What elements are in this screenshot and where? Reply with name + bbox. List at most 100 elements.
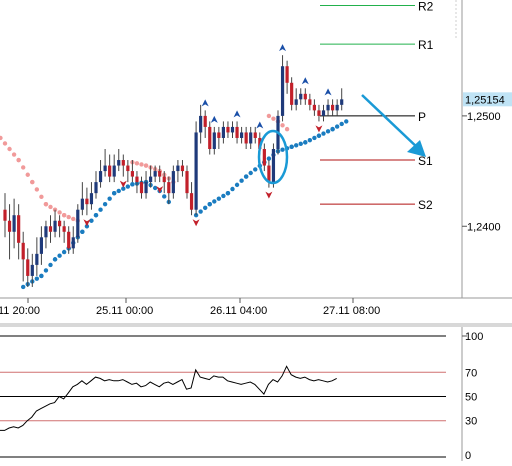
supertrend-dot [125, 184, 131, 189]
supertrend-dot [334, 124, 340, 129]
candle-body [7, 220, 12, 232]
candle-body [76, 209, 80, 238]
x-tick-label: 26.11 04:00 [210, 305, 267, 317]
supertrend-dot [43, 268, 49, 273]
candle-body [208, 126, 212, 149]
candle-body [44, 226, 48, 238]
candle-body [158, 171, 162, 177]
candle-body [189, 193, 194, 210]
candle-body [35, 253, 39, 265]
annotation-ellipse [257, 129, 289, 185]
supertrend-dot [21, 284, 26, 290]
fractal-up-arrow [256, 121, 264, 129]
y-tick-label: 1,2400 [467, 221, 501, 233]
candle-body [294, 99, 298, 105]
supertrend-dot [316, 133, 322, 138]
candle-body [226, 126, 230, 133]
candle-body [98, 171, 103, 183]
supertrend-dot [216, 196, 222, 201]
supertrend-dot [152, 185, 158, 191]
supertrend-dot [289, 144, 294, 149]
supertrend-dot [21, 165, 26, 170]
pivot-level-label: S2 [418, 198, 433, 212]
candle-body [26, 259, 30, 276]
supertrend-dot [139, 162, 144, 167]
x-tick-label: 27.11 08:00 [323, 305, 380, 317]
candle-body [194, 132, 198, 210]
candle-body [321, 110, 326, 116]
candle-body [290, 82, 294, 105]
pivot-level-label: P [418, 110, 426, 124]
x-tick-label: 11 20:00 [0, 305, 40, 317]
candle-body [112, 165, 116, 177]
supertrend-dot [57, 253, 62, 258]
annotation-arrow-line [361, 94, 421, 151]
supertrend-dot [307, 137, 313, 143]
supertrend-dot [39, 194, 44, 200]
candle-body [39, 237, 43, 254]
fractal-up-arrow [324, 88, 332, 96]
candle-body [262, 149, 266, 166]
supertrend-dot [266, 156, 272, 161]
supertrend-dot [116, 188, 121, 194]
candle-body [240, 132, 244, 138]
supertrend-dot [225, 190, 231, 196]
candle-body [17, 215, 21, 243]
supertrend-dot [280, 147, 285, 152]
candle-body [171, 171, 175, 194]
supertrend-dot [48, 262, 53, 268]
candle-body [53, 220, 57, 232]
supertrend-dot [162, 194, 167, 199]
fractal-down-arrow [192, 219, 200, 227]
supertrend-dot [321, 131, 326, 136]
current-price-tag [463, 92, 512, 107]
candle-body [48, 226, 53, 232]
supertrend-dot [61, 249, 67, 255]
candle-body [126, 165, 130, 172]
candle-body [3, 209, 7, 221]
supertrend-dot [298, 141, 303, 147]
candle-body [162, 176, 166, 183]
candle-body [30, 264, 34, 276]
candle-body [139, 182, 144, 194]
candle-body [130, 171, 134, 177]
candle-body [271, 149, 276, 183]
candle-body [267, 165, 271, 183]
candle-body [303, 93, 307, 100]
candle-body [249, 132, 253, 144]
oscillator-line [0, 365, 337, 431]
supertrend-dot [52, 257, 58, 262]
fractal-up-arrow [301, 77, 309, 85]
x-tick-label: 25.11 00:00 [96, 305, 153, 317]
candle-body [317, 110, 321, 116]
supertrend-dot [61, 213, 67, 218]
panel-separator [0, 323, 512, 327]
supertrend-dot [294, 143, 299, 148]
supertrend-dot [39, 273, 44, 279]
supertrend-dot [212, 199, 217, 204]
candle-body [153, 171, 157, 177]
supertrend-dot [130, 182, 135, 187]
supertrend-dot [102, 201, 108, 207]
candle-body [21, 242, 25, 260]
supertrend-dot [221, 193, 226, 199]
candle-body [167, 182, 171, 194]
supertrend-dot [34, 187, 40, 192]
candle-body [71, 237, 75, 249]
candle-body [312, 104, 316, 111]
candle-body [121, 160, 125, 166]
fractal-up-arrow [210, 115, 218, 123]
candle-body [185, 171, 189, 194]
supertrend-dot [93, 213, 99, 218]
candle-body [103, 165, 107, 172]
fractal-down-arrow [315, 125, 323, 133]
candle-body [230, 126, 235, 133]
supertrend-dot [98, 207, 103, 212]
fractal-up-arrow [279, 44, 287, 52]
supertrend-dot [16, 157, 21, 163]
supertrend-dot [0, 135, 3, 141]
oscillator-tick-label: 30 [465, 416, 477, 428]
candle-body [203, 115, 207, 127]
